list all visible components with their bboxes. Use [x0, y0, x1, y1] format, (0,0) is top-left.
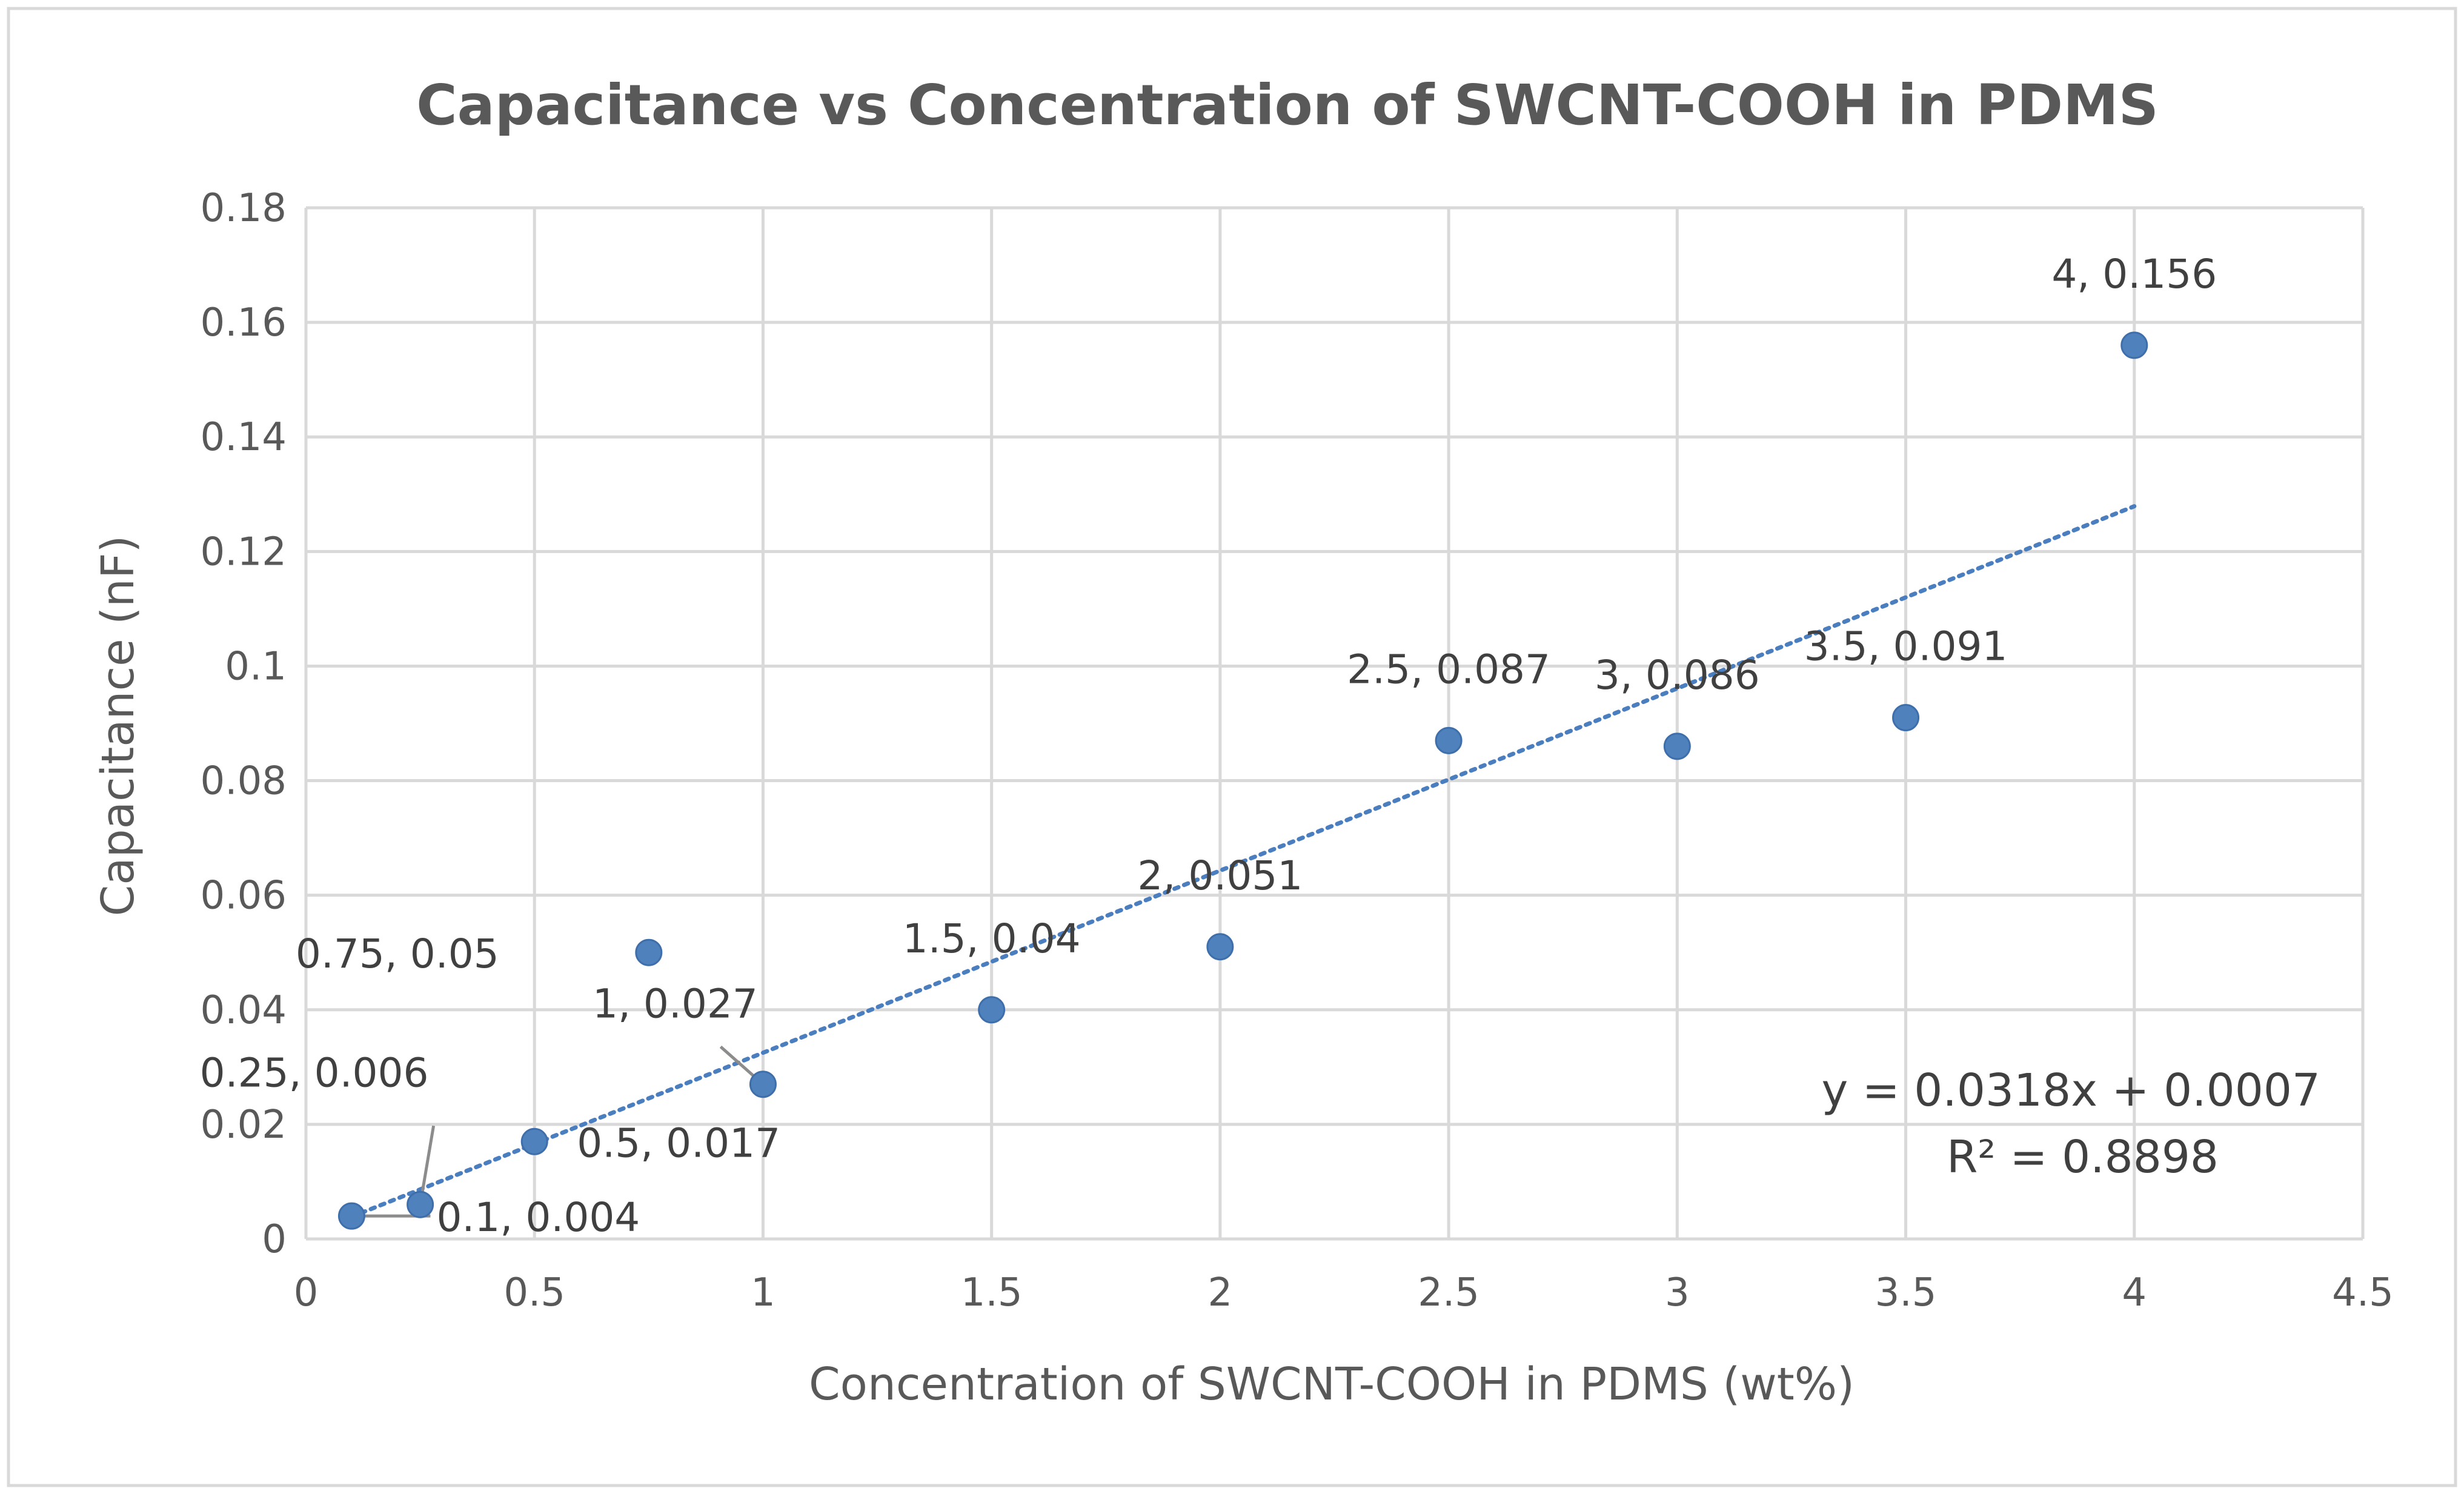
data-label: 4, 0.156: [2051, 251, 2217, 297]
data-label: 2.5, 0.087: [1347, 646, 1550, 692]
data-label: 3, 0.086: [1595, 652, 1760, 699]
data-point: [407, 1190, 434, 1218]
y-tick-label: 0.08: [201, 759, 287, 804]
y-tick-label: 0.06: [201, 874, 287, 918]
data-label: 0.1, 0.004: [436, 1194, 640, 1241]
data-point: [2120, 331, 2148, 359]
y-tick-label: 0.04: [201, 988, 287, 1033]
x-tick-label: 1.5: [961, 1270, 1023, 1315]
y-axis-label: Capacitance (nF): [92, 536, 144, 917]
x-tick-label: 4: [2122, 1270, 2147, 1315]
y-tick-label: 0: [262, 1217, 287, 1262]
data-point: [1892, 704, 1920, 732]
data-label: 0.5, 0.017: [577, 1120, 780, 1166]
data-label: 3.5, 0.091: [1804, 623, 2008, 670]
data-point: [1206, 933, 1234, 961]
y-tick-label: 0.18: [201, 186, 287, 231]
tick-labels: 0 0.02 0.04 0.06 0.08 0.1 0.12 0.14 0.16 0.18 0 0.5…: [201, 186, 2394, 1315]
data-label: 0.25, 0.006: [200, 1049, 429, 1096]
y-tick-label: 0.14: [201, 415, 287, 460]
data-label: 1, 0.027: [593, 981, 758, 1028]
y-tick-label: 0.12: [201, 530, 287, 574]
x-axis-label: Concentration of SWCNT-COOH in PDMS (wt%…: [809, 1358, 1855, 1410]
data-label: 0.75, 0.05: [296, 931, 499, 977]
data-label: 2, 0.051: [1137, 852, 1303, 899]
data-labels: 0.1, 0.004 0.25, 0.006 0.5, 0.017 0.75, 0.0…: [200, 251, 2217, 1241]
x-tick-label: 3: [1665, 1270, 1690, 1315]
x-tick-label: 1: [751, 1270, 775, 1315]
x-tick-label: 0: [294, 1270, 319, 1315]
data-point: [749, 1071, 777, 1098]
chart-title: Capacitance vs Concentration of SWCNT-CO…: [416, 73, 2159, 138]
trendline-r-squared: R² = 0.8898: [1947, 1131, 2219, 1183]
data-points: [337, 331, 2148, 1230]
x-tick-label: 2.5: [1418, 1270, 1479, 1315]
x-tick-label: 3.5: [1875, 1270, 1937, 1315]
chart-border: [7, 7, 2457, 1487]
data-point: [520, 1127, 548, 1155]
data-point: [635, 938, 663, 966]
trendline: [349, 504, 2137, 1219]
y-tick-label: 0.1: [225, 644, 287, 689]
y-tick-label: 0.16: [201, 300, 287, 345]
y-tick-label: 0.02: [201, 1103, 287, 1147]
data-point: [978, 996, 1006, 1024]
x-tick-label: 2: [1208, 1270, 1233, 1315]
x-tick-label: 4.5: [2332, 1270, 2394, 1315]
data-point: [337, 1202, 365, 1230]
data-point: [1663, 732, 1691, 760]
x-tick-label: 0.5: [503, 1270, 565, 1315]
trendline-equation: y = 0.0318x + 0.0007: [1821, 1064, 2320, 1117]
data-label: 1.5, 0.04: [903, 915, 1081, 962]
data-point: [1435, 726, 1463, 754]
